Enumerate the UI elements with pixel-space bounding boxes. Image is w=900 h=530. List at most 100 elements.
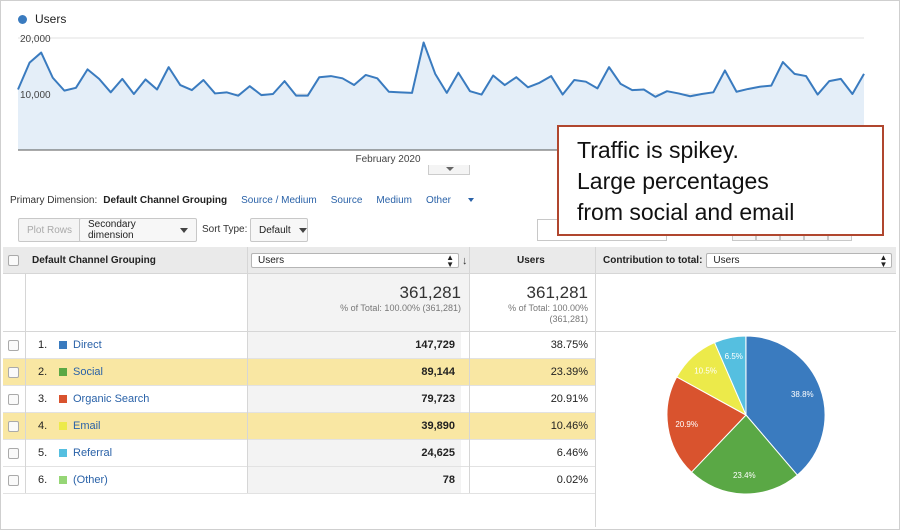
row-checkbox-cell [8, 413, 19, 439]
sort-type-label: Sort Type: [202, 224, 248, 235]
select-all-cell [8, 247, 19, 274]
row-users-value: 79,723 [247, 386, 461, 412]
series-swatch [59, 449, 67, 457]
column-divider [25, 274, 26, 493]
row-users-value: 147,729 [247, 332, 461, 358]
dimension-other-label: Other [426, 195, 452, 206]
secondary-dimension-dropdown[interactable]: Secondary dimension [79, 218, 197, 242]
row-index: 1. [38, 339, 48, 351]
row-users-value: 78 [247, 467, 461, 493]
row-users-percent: 38.75% [550, 339, 588, 351]
metric-column-header: Users ▲ ▼ ↓ [251, 247, 468, 274]
y-tick-label: 20,000 [20, 34, 51, 45]
legend-label: Users [35, 12, 67, 26]
total-users-sub-2a: % of Total: 100.00% [508, 303, 588, 313]
row-checkbox-cell [8, 359, 19, 385]
secondary-dimension-label: Secondary dimension [88, 219, 136, 241]
users-line [17, 41, 865, 98]
row-checkbox[interactable] [8, 366, 19, 378]
select-arrows-icon: ▲ ▼ [879, 252, 888, 269]
sort-descending-icon[interactable]: ↓ [462, 254, 468, 267]
dimension-source[interactable]: Source [330, 195, 363, 206]
sort-type-value: Default [259, 224, 291, 236]
row-users-percent: 20.91% [550, 393, 588, 405]
channel-link[interactable]: Social [73, 366, 103, 378]
series-swatch [59, 395, 67, 403]
row-users-percent: 0.02% [556, 474, 588, 486]
total-users-sub: % of Total: 100.00% (361,281) [340, 303, 461, 313]
pie-slice-label: 20.9% [675, 420, 698, 429]
series-swatch [59, 368, 67, 376]
row-label-cell: Email [59, 413, 101, 439]
x-axis-label: February 2020 [355, 154, 420, 164]
contribution-header: Contribution to total: Users ▲ ▼ [603, 247, 893, 274]
row-users-percent: 23.39% [550, 366, 588, 378]
row-label-cell: Referral [59, 440, 112, 466]
row-label-cell: Organic Search [59, 386, 149, 412]
row-users-value: 39,890 [421, 420, 455, 432]
primary-dimension-bar: Primary Dimension: Default Channel Group… [10, 195, 488, 206]
chart-collapse-toggle[interactable] [428, 165, 470, 175]
primary-dimension-label: Primary Dimension: [10, 195, 98, 206]
row-label-cell: Social [59, 359, 103, 385]
annotation-callout: Traffic is spikey. Large percentages fro… [557, 125, 884, 236]
series-swatch [59, 476, 67, 484]
y-tick-label: 10,000 [20, 90, 51, 101]
plot-rows-button[interactable]: Plot Rows [18, 218, 82, 242]
table-header: Default Channel Grouping Users ▲ ▼ ↓ Users… [3, 247, 896, 274]
row-checkbox[interactable] [8, 474, 19, 486]
select-all-checkbox[interactable] [8, 255, 19, 266]
row-index: 3. [38, 393, 48, 405]
row-users-percent: 6.46% [556, 447, 588, 459]
series-swatch [59, 422, 67, 430]
total-users-value: 361,281 [399, 283, 461, 302]
table-row: 1. Direct 147,729 38.75% [3, 332, 596, 359]
channel-link[interactable]: Organic Search [73, 393, 150, 405]
total-users-sub-2b: (361,281) [549, 314, 588, 324]
series-dot-icon [18, 14, 27, 24]
series-swatch [59, 341, 67, 349]
totals-metric-bg [247, 274, 469, 331]
metric-select[interactable]: Users ▲ ▼ [251, 253, 459, 268]
column-divider [595, 247, 596, 527]
table-row: 6. (Other) 78 0.02% [3, 467, 596, 494]
row-index: 2. [38, 366, 48, 378]
column-users-header[interactable]: Users [517, 255, 545, 266]
row-index: 6. [38, 474, 48, 486]
chart-legend[interactable]: Users [18, 12, 66, 26]
contribution-pie-chart[interactable]: 38.8% 23.4% 20.9% 10.5% 6.5% [660, 336, 832, 500]
pie-slice[interactable] [690, 414, 798, 495]
pie-slice-label: 23.4% [733, 471, 756, 480]
dimension-source-medium[interactable]: Source / Medium [241, 195, 317, 206]
dimension-other[interactable]: Other [426, 195, 475, 206]
row-checkbox[interactable] [8, 393, 19, 405]
row-index: 4. [38, 420, 48, 432]
row-checkbox-cell [8, 440, 19, 466]
row-users-value: 24,625 [247, 440, 461, 466]
row-checkbox[interactable] [8, 339, 19, 351]
pie-slice[interactable] [666, 376, 747, 473]
dimension-medium[interactable]: Medium [376, 195, 412, 206]
row-index: 5. [38, 447, 48, 459]
column-dimension-header[interactable]: Default Channel Grouping [32, 255, 156, 266]
dropdown-arrow-icon [298, 227, 307, 233]
sort-type-dropdown[interactable]: Default [250, 218, 308, 242]
channel-link[interactable]: Email [73, 420, 101, 432]
caret-down-icon [468, 198, 475, 203]
row-label-cell: Direct [59, 332, 102, 358]
totals-row: 361,281 % of Total: 100.00% (361,281) 36… [3, 274, 896, 332]
channel-link[interactable]: Direct [73, 339, 102, 351]
pie-slice-label: 6.5% [725, 352, 743, 361]
pie-slice-label: 38.8% [791, 390, 814, 399]
row-checkbox[interactable] [8, 420, 19, 432]
row-label-cell: (Other) [59, 467, 108, 493]
channel-link[interactable]: Referral [73, 447, 113, 459]
contribution-select[interactable]: Users ▲ ▼ [706, 252, 893, 269]
dimension-default-channel-grouping[interactable]: Default Channel Grouping [103, 195, 228, 206]
row-checkbox[interactable] [8, 447, 19, 459]
pie-slice[interactable] [745, 336, 826, 476]
contribution-label: Contribution to total: [603, 255, 703, 266]
channel-link[interactable]: (Other) [73, 474, 108, 486]
pie-slice-label: 10.5% [694, 367, 717, 376]
callout-line: Large percentages [577, 168, 769, 194]
